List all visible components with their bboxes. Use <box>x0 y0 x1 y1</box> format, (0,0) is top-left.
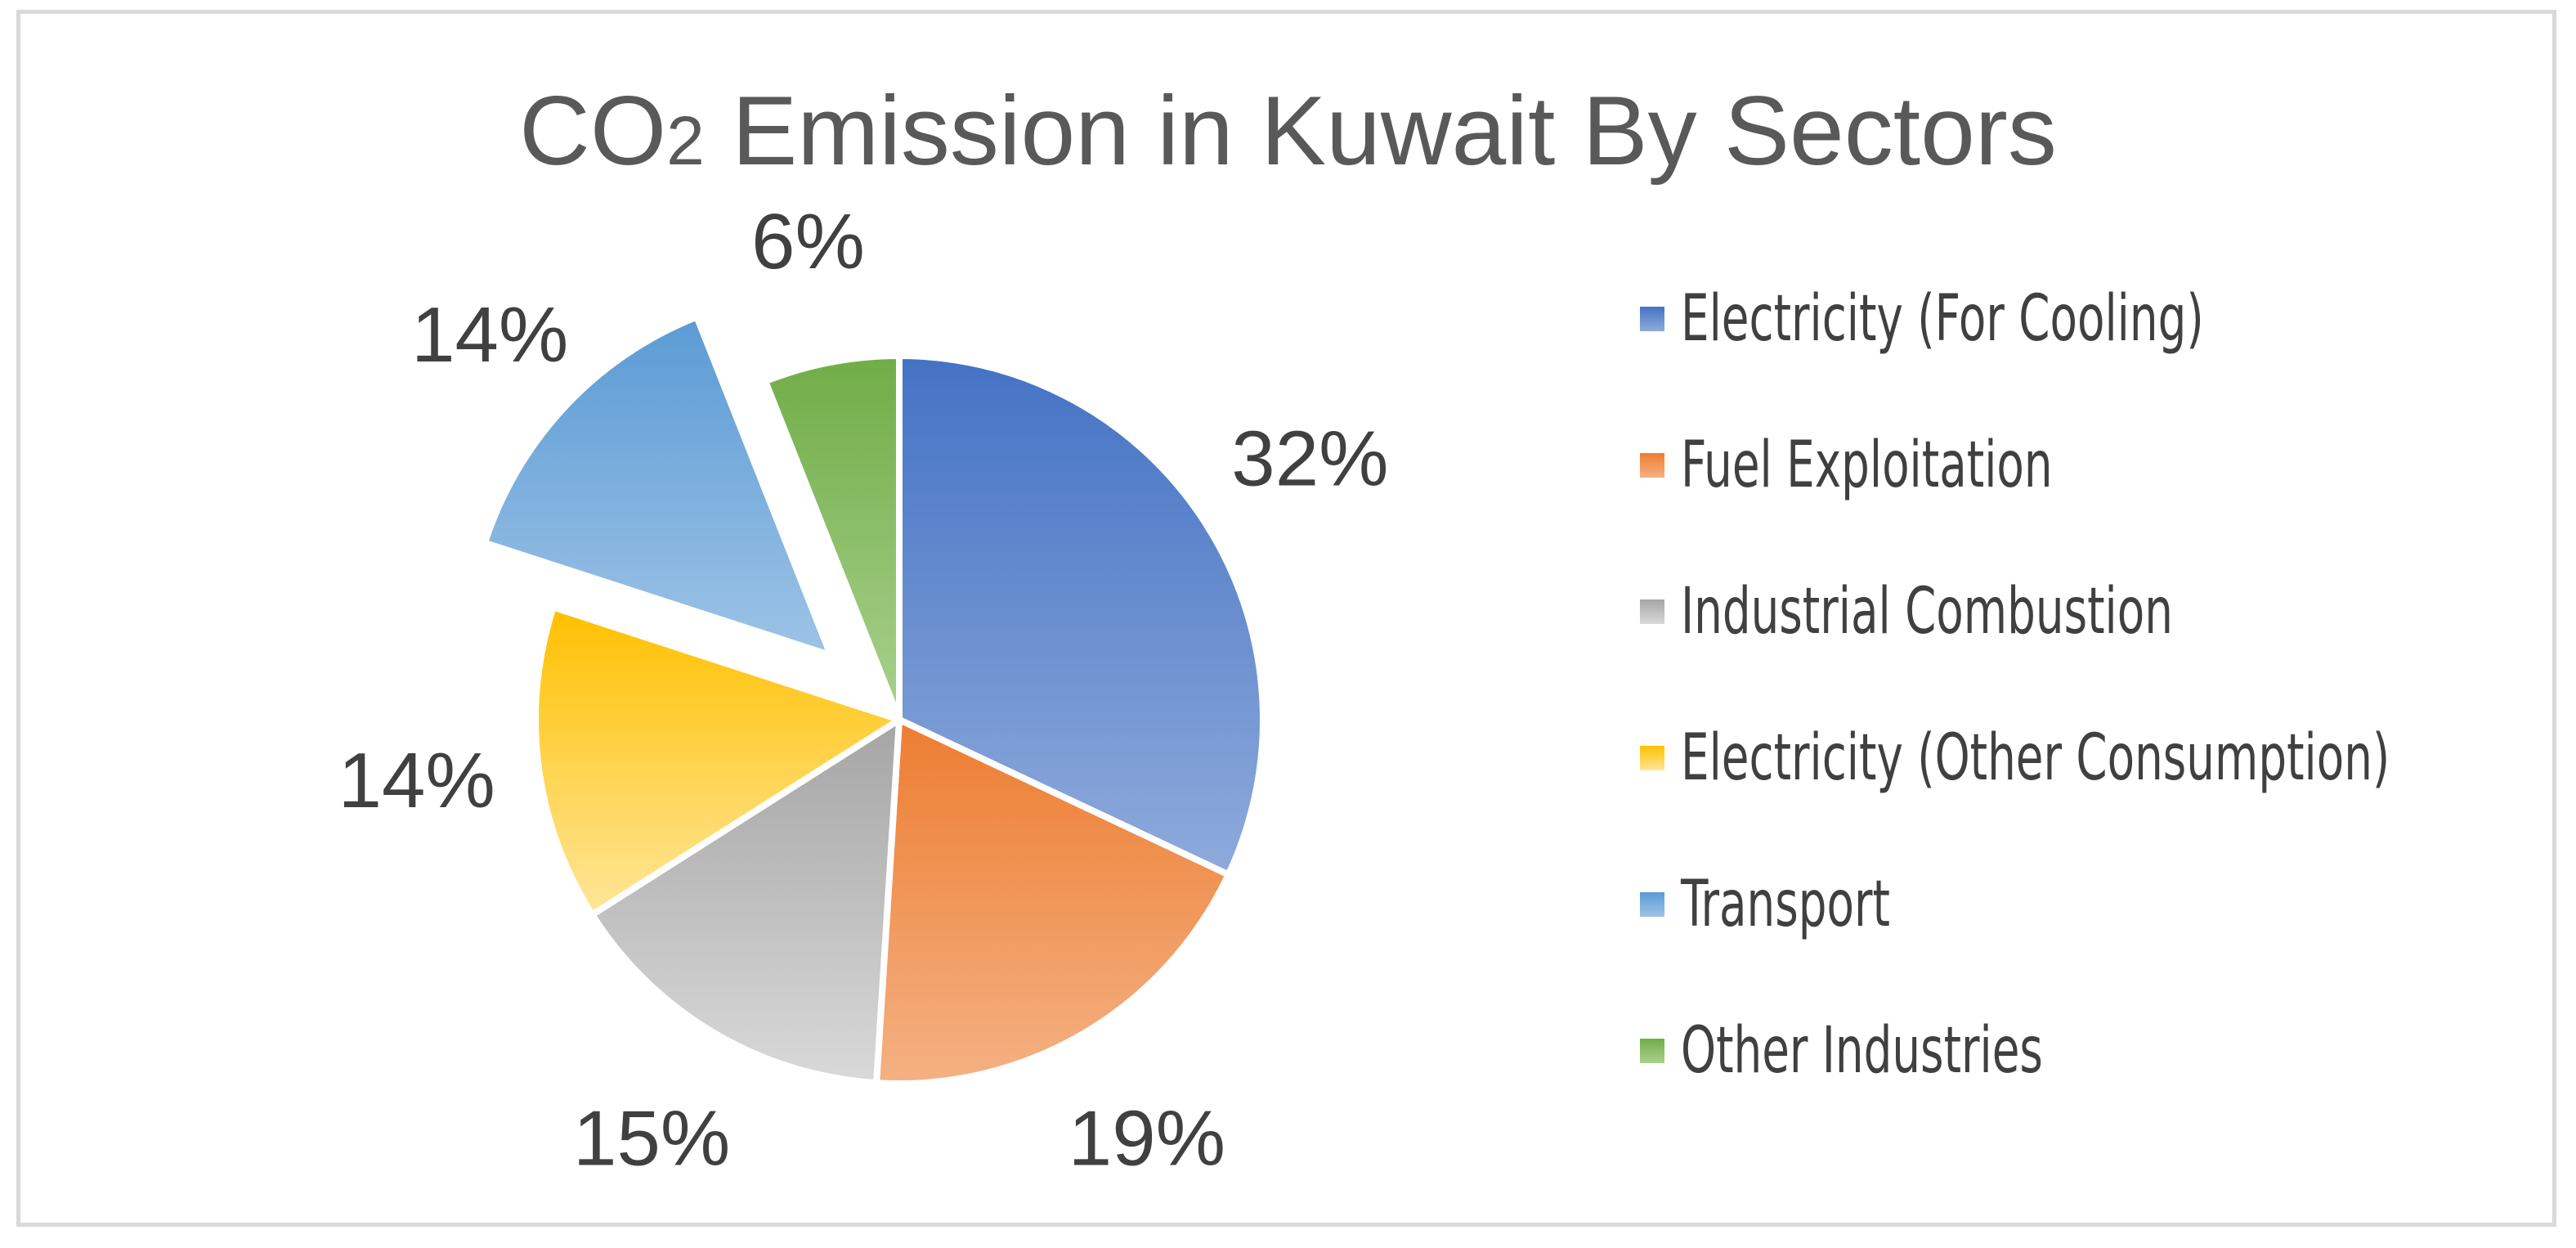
pie-slice-transport <box>481 313 835 659</box>
legend-item-fuel-exploitation: Fuel Exploitation <box>1640 424 2157 506</box>
legend-swatch <box>1640 307 1664 331</box>
chart-title: CO2 Emission in Kuwait By Sectors <box>0 82 2576 180</box>
legend-item-other-industries: Other Industries <box>1640 1010 2145 1092</box>
legend-item-transport: Transport <box>1640 864 1949 945</box>
data-label-transport: 14% <box>411 291 568 379</box>
pie-slice-industrial-combustion <box>589 716 903 1087</box>
pie-slice-other-industries <box>762 352 903 723</box>
legend-label: Industrial Combustion <box>1681 575 2173 649</box>
legend-label: Electricity (For Cooling) <box>1681 282 2204 356</box>
legend-swatch <box>1640 892 1664 917</box>
legend-swatch <box>1640 746 1664 770</box>
chart-title-rest: Emission in Kuwait By Sectors <box>704 76 2057 186</box>
legend-label: Other Industries <box>1681 1014 2043 1088</box>
legend-label: Electricity (Other Consumption) <box>1681 721 2390 795</box>
legend-item-industrial-combustion: Industrial Combustion <box>1640 571 2312 653</box>
pie-slice-electricity-for-cooling <box>896 352 1266 878</box>
pie-slice-fuel-exploitation <box>873 716 1232 1087</box>
data-label-electricity-other-consumption: 14% <box>338 737 495 824</box>
data-label-fuel-exploitation: 19% <box>1068 1095 1225 1183</box>
legend-swatch <box>1640 599 1664 624</box>
data-label-other-industries: 6% <box>751 198 865 285</box>
pie-slice-electricity-other-consumption <box>532 604 903 918</box>
legend-label: Transport <box>1681 868 1890 941</box>
chart-title-subscript: 2 <box>666 102 705 179</box>
legend-item-electricity-other-consumption: Electricity (Other Consumption) <box>1640 717 2576 799</box>
chart-title-main: CO <box>519 76 667 186</box>
pie-data-labels: 32% 19% 15% 14% 14% 6% <box>338 198 1389 1183</box>
data-label-electricity-for-cooling: 32% <box>1231 415 1388 503</box>
legend-item-electricity-for-cooling: Electricity (For Cooling) <box>1640 278 2351 360</box>
legend-label: Fuel Exploitation <box>1681 429 2053 502</box>
data-label-industrial-combustion: 15% <box>573 1095 730 1183</box>
legend-swatch <box>1640 1039 1664 1063</box>
pie-slices <box>481 313 1266 1087</box>
legend-swatch <box>1640 453 1664 478</box>
chart-frame <box>16 10 2556 1227</box>
